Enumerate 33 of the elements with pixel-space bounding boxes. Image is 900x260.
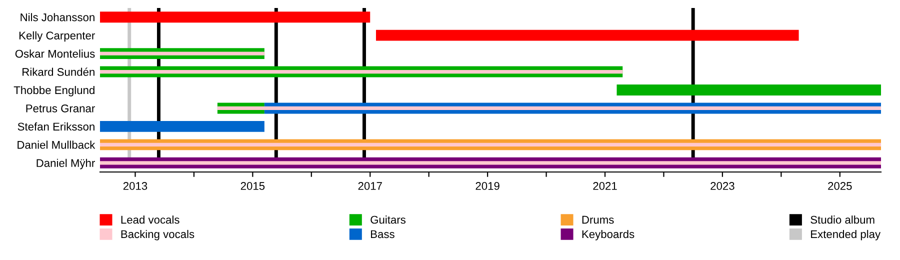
bar: [100, 52, 264, 56]
y-tick-label: Petrus Granar: [26, 104, 95, 112]
x-tick-label: 2025: [828, 182, 852, 190]
legend-label: Lead vocals: [121, 216, 180, 224]
y-tick-label: Daniel Mÿhr: [36, 158, 95, 170]
bar: [100, 120, 264, 132]
y-tick-label: Rikard Sundén: [22, 68, 94, 76]
x-tick-label: 2017: [358, 182, 382, 190]
legend-label: Bass: [371, 230, 394, 238]
y-tick-label: Oskar Montelius: [15, 50, 95, 58]
bar: [376, 30, 799, 41]
x-tick-label: 2021: [593, 182, 617, 190]
legend-label: Studio album: [810, 216, 874, 224]
bar: [217, 106, 881, 110]
y-tick-label: Stefan Eriksson: [18, 122, 94, 131]
bar: [100, 12, 370, 23]
bar: [616, 84, 881, 96]
x-tick-label: 2015: [240, 182, 265, 190]
bar: [100, 142, 881, 146]
legend-label: Guitars: [370, 216, 406, 224]
y-tick-label: Kelly Carpenter: [19, 31, 95, 42]
legend-label: Backing vocals: [121, 230, 194, 240]
bar: [100, 70, 623, 74]
y-tick-label: Nils Johansson: [20, 13, 94, 22]
x-tick-label: 2013: [123, 182, 148, 190]
x-tick-label: 2023: [710, 182, 734, 190]
x-tick-label: 2019: [476, 182, 500, 190]
legend-label: Keyboards: [582, 230, 634, 240]
legend-label: Drums: [582, 216, 614, 224]
bar: [100, 161, 881, 165]
y-tick-label: Daniel Mullback: [18, 140, 96, 149]
y-tick-label: Thobbe Englund: [14, 86, 94, 96]
legend-label: Extended play: [811, 230, 881, 240]
